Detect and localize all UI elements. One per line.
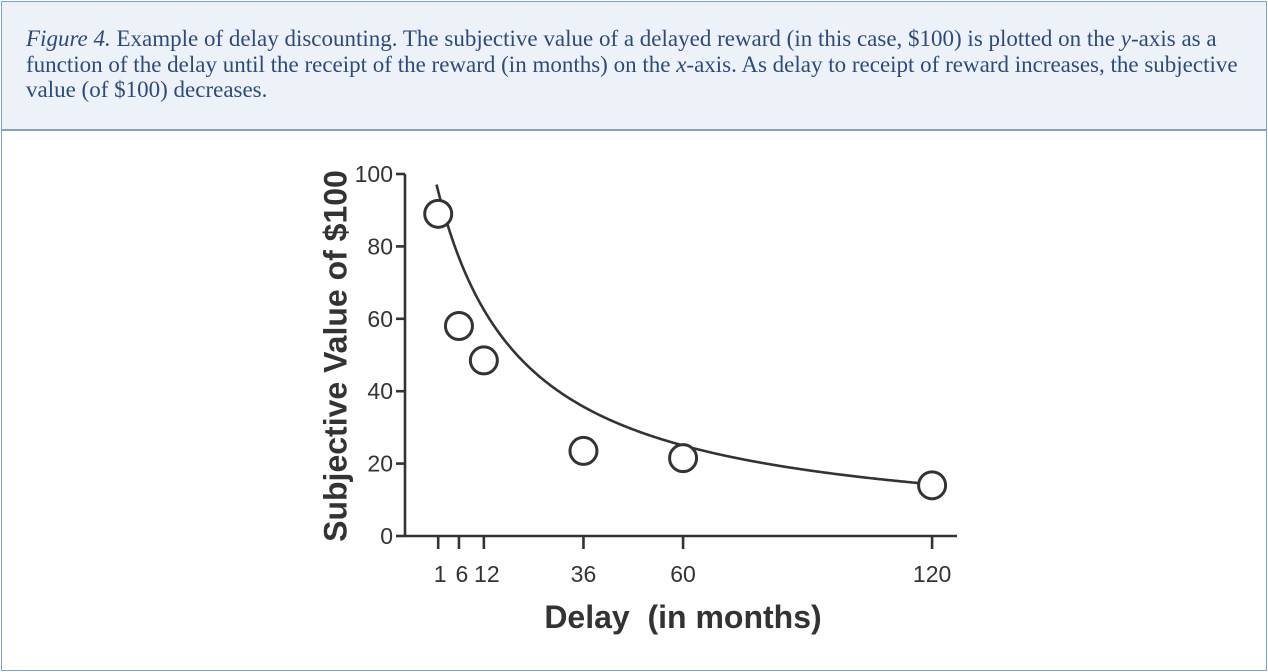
x-tick-label: 1 (434, 561, 447, 587)
caption-label: Figure 4. (26, 26, 111, 51)
x-tick-label: 36 (571, 561, 597, 587)
x-tick-label: 60 (670, 561, 696, 587)
y-tick-label: 0 (380, 523, 393, 549)
caption-part-0: Example of delay discounting. The subjec… (110, 26, 1121, 51)
data-point (468, 345, 499, 376)
data-point (423, 198, 454, 229)
hyperbolic-fit-curve (435, 184, 932, 486)
caption-part-1: y (1120, 26, 1131, 51)
data-point (443, 311, 474, 342)
x-tick-label: 6 (456, 561, 469, 587)
y-tick-label: 80 (367, 233, 393, 259)
y-tick-label: 20 (367, 451, 393, 477)
caption-part-2: -axis as a function of the delay until t… (26, 26, 1217, 77)
x-tick-label: 12 (474, 561, 500, 587)
x-axis: 1 6 12 36 60 120 (405, 534, 957, 587)
caption-part-4: -axis. As delay to receipt of reward inc… (26, 51, 1238, 103)
data-point (668, 443, 699, 474)
figure-caption: Figure 4. Example of delay discounting. … (2, 2, 1266, 131)
y-axis: 0 20 40 60 80 100 (355, 161, 407, 549)
y-axis-title: Subjective Value of $100 (317, 170, 353, 542)
caption-text: Figure 4. Example of delay discounting. … (26, 26, 1246, 103)
y-tick-label: 60 (367, 306, 393, 332)
data-point (917, 470, 948, 501)
x-tick-label: 120 (913, 561, 951, 587)
data-point (568, 435, 599, 466)
y-tick-label: 100 (355, 161, 393, 187)
caption-part-3: x (676, 51, 687, 77)
data-points (423, 198, 948, 501)
x-axis-title: Delay (in months) (544, 599, 821, 635)
y-tick-label: 40 (367, 378, 393, 404)
